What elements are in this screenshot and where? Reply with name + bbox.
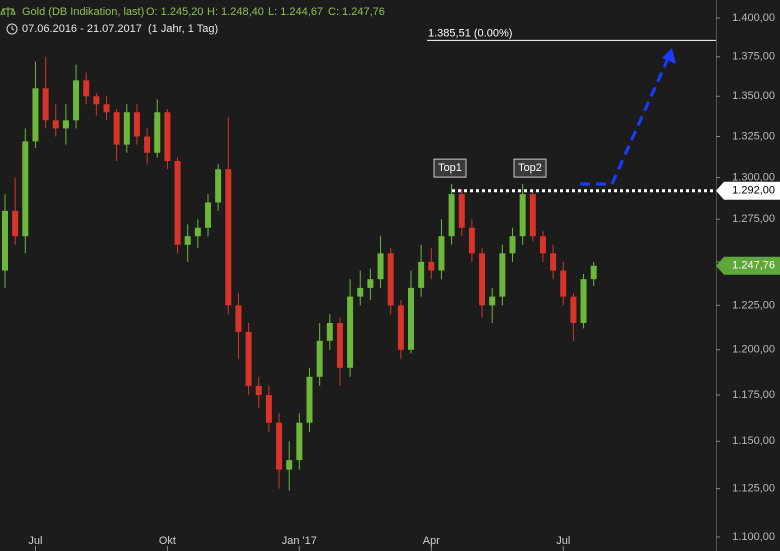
candle-body bbox=[32, 88, 39, 142]
candle-body bbox=[103, 104, 110, 113]
last-price-tag bbox=[716, 256, 780, 275]
candle-body bbox=[42, 88, 49, 121]
candle-body bbox=[255, 385, 262, 396]
target-label: 1.385,51 (0.00%) bbox=[428, 27, 512, 39]
ohlc-high: H: 1.248,40 bbox=[207, 6, 264, 18]
annotation-box bbox=[513, 158, 547, 178]
period: (1 Jahr, 1 Tag) bbox=[148, 23, 218, 35]
candle-body bbox=[418, 261, 425, 288]
candle-body bbox=[133, 112, 140, 137]
forecast-arrow bbox=[580, 53, 672, 186]
y-tick-label: 1.100,00 bbox=[732, 531, 775, 543]
candle-body bbox=[73, 80, 80, 121]
y-tick-label: 1.200,00 bbox=[732, 344, 775, 356]
candle-body bbox=[296, 422, 303, 461]
candle-body bbox=[62, 120, 69, 129]
candle-body bbox=[194, 227, 201, 237]
candle-body bbox=[93, 96, 100, 105]
x-tick-label: Jul bbox=[28, 535, 42, 547]
y-tick-label: 1.325,00 bbox=[732, 130, 775, 142]
candle-body bbox=[357, 287, 364, 297]
y-tick-label: 1.375,00 bbox=[732, 51, 775, 63]
y-tick-label: 1.225,00 bbox=[732, 299, 775, 311]
y-tick-label: 1.400,00 bbox=[732, 12, 775, 24]
candle-body bbox=[2, 210, 8, 271]
candle-body bbox=[123, 112, 130, 145]
candle-body bbox=[144, 136, 151, 153]
candle-body bbox=[468, 227, 475, 254]
y-tick-label: 1.125,00 bbox=[732, 483, 775, 495]
candle-body bbox=[428, 261, 435, 271]
resistance-label: 1.292,00 bbox=[732, 185, 775, 197]
candle-body bbox=[377, 253, 384, 280]
candle-body bbox=[205, 202, 211, 228]
scale-icon bbox=[0, 7, 16, 17]
candle-body bbox=[245, 331, 252, 386]
y-tick-label: 1.350,00 bbox=[732, 90, 775, 102]
candle-body bbox=[539, 236, 546, 254]
candle-body bbox=[306, 376, 313, 423]
annotation-label: Top2 bbox=[518, 162, 542, 174]
candle-body bbox=[184, 236, 191, 245]
candle-body bbox=[387, 253, 394, 306]
candle-body bbox=[519, 194, 526, 237]
annotation-box bbox=[433, 158, 467, 178]
candle-body bbox=[113, 112, 120, 145]
y-tick-label: 1.150,00 bbox=[732, 435, 775, 447]
date-range: 07.06.2016 - 21.07.2017 bbox=[22, 23, 142, 35]
candle-body bbox=[336, 323, 343, 368]
candle-body bbox=[509, 236, 516, 254]
resistance-tag bbox=[716, 181, 780, 200]
candle-body bbox=[215, 169, 222, 203]
x-tick-label: Apr bbox=[423, 535, 440, 547]
candle-body bbox=[276, 422, 283, 470]
y-tick-label: 1.275,00 bbox=[732, 213, 775, 225]
candle-body bbox=[560, 270, 567, 297]
candle-body bbox=[397, 305, 404, 350]
y-tick-label: 1.300,00 bbox=[732, 171, 775, 183]
candle-body bbox=[174, 160, 181, 245]
x-tick-label: Okt bbox=[159, 535, 176, 547]
ohlc-low: L: 1.244,67 bbox=[268, 6, 323, 18]
candle-body bbox=[438, 236, 445, 271]
y-tick-label: 1.175,00 bbox=[732, 389, 775, 401]
candle-body bbox=[154, 112, 161, 153]
candle-body bbox=[83, 80, 90, 97]
clock-icon bbox=[6, 23, 18, 35]
candle-body bbox=[580, 279, 587, 324]
candle-body bbox=[326, 323, 333, 341]
ohlc-open: O: 1.245,20 bbox=[146, 6, 204, 18]
candle-body bbox=[164, 112, 171, 161]
ohlc-close: C: 1.247,76 bbox=[328, 6, 385, 18]
candle-body bbox=[12, 210, 19, 237]
last-price-label: 1.247,76 bbox=[732, 260, 775, 272]
clock-hands bbox=[11, 26, 15, 31]
candle-body bbox=[448, 194, 455, 237]
candle-body bbox=[529, 194, 536, 237]
candle-body bbox=[235, 305, 242, 332]
x-tick-label: Jan '17 bbox=[282, 535, 317, 547]
candle-body bbox=[590, 265, 597, 280]
chart-title: Gold (DB Indikation, last) bbox=[22, 6, 144, 18]
candle-body bbox=[499, 253, 506, 297]
candle-body bbox=[479, 253, 486, 306]
arrow-head bbox=[662, 48, 676, 64]
candle-body bbox=[52, 120, 59, 129]
candle-body bbox=[570, 296, 577, 324]
candle-body bbox=[225, 169, 232, 306]
candle-body bbox=[286, 460, 293, 470]
annotation-label: Top1 bbox=[438, 162, 462, 174]
candle-body bbox=[489, 296, 496, 306]
candle-body bbox=[265, 395, 272, 423]
candle-body bbox=[367, 279, 374, 288]
candle-body bbox=[458, 194, 465, 228]
candle-body bbox=[347, 296, 354, 368]
candle-body bbox=[408, 287, 414, 350]
candle-body bbox=[22, 141, 29, 237]
x-tick-label: Jul bbox=[556, 535, 570, 547]
candle-body bbox=[316, 340, 323, 377]
candle-body bbox=[550, 253, 557, 271]
